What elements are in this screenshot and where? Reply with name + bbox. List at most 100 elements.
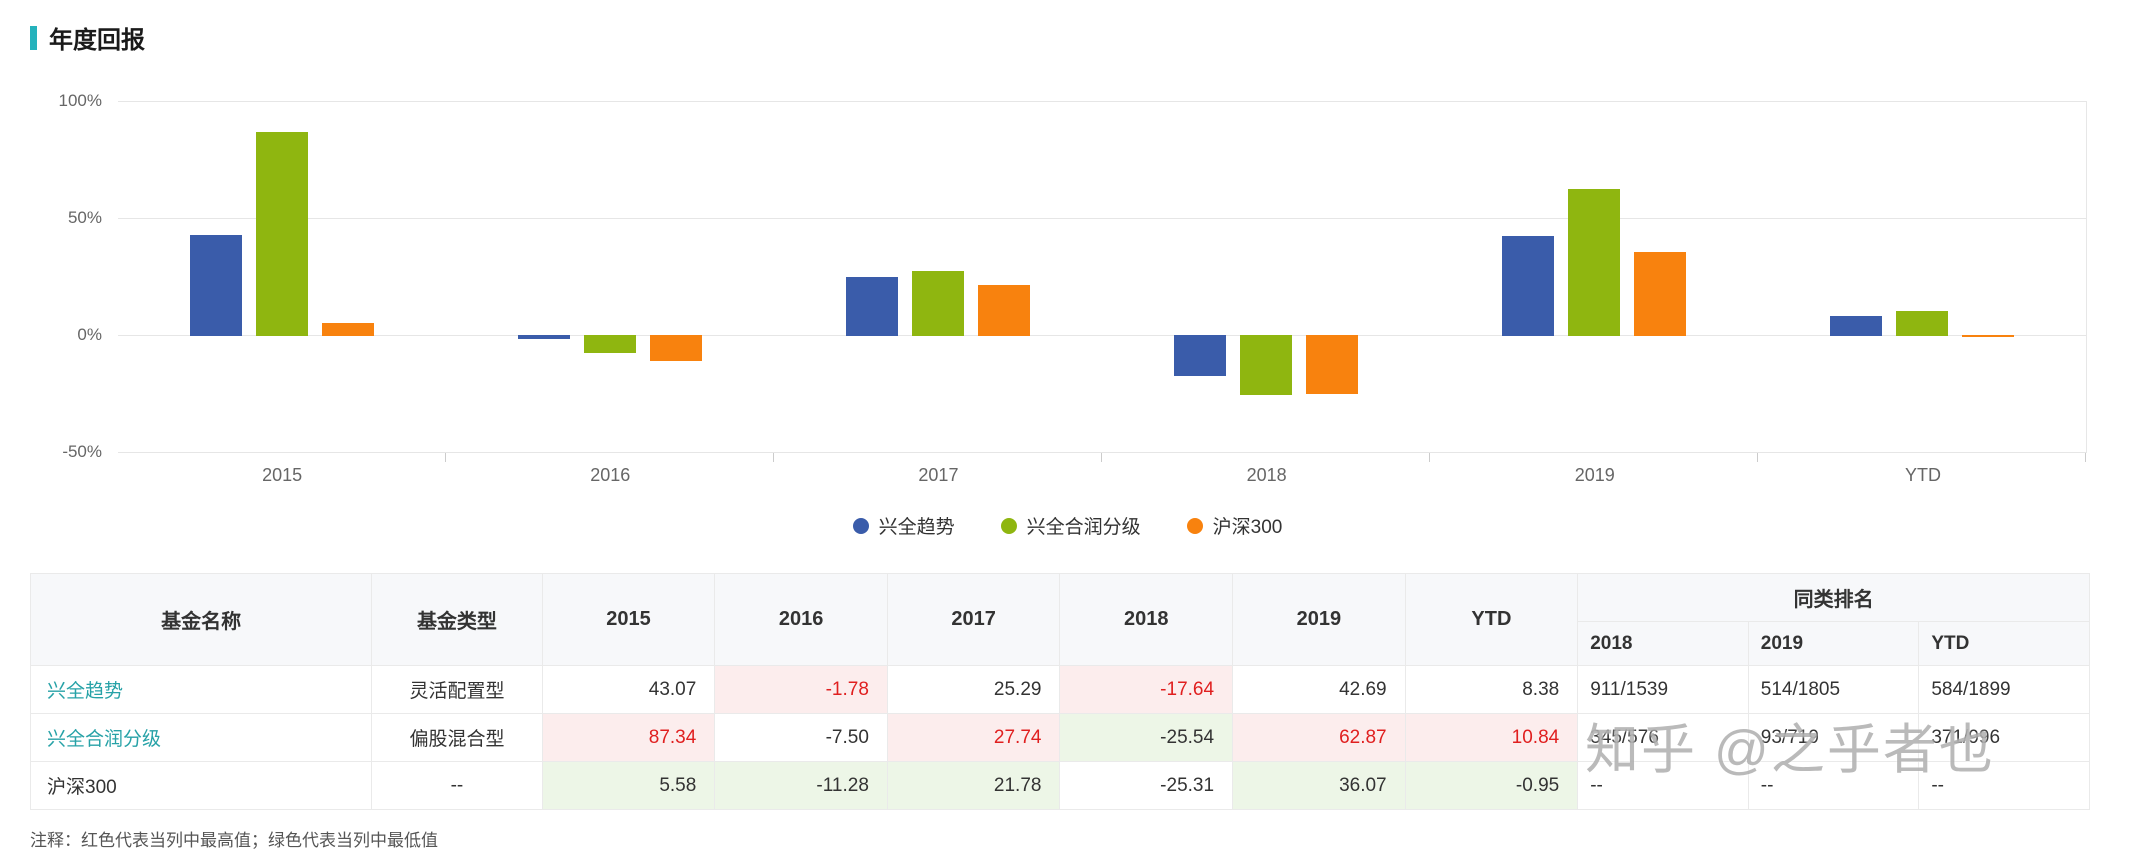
table-row: 兴全趋势 灵活配置型 43.07 -1.78 25.29 -17.64 42.69 8.38 9…	[29, 665, 2090, 714]
col-header-rank-ytd: YTD	[1918, 621, 2090, 666]
x-axis-labels: 2015 2016 2017 2018 2019 YTD	[118, 453, 2087, 486]
return-value: 21.78	[886, 761, 1061, 810]
bar-兴全合润分级-2016	[584, 335, 636, 353]
legend-label: 兴全趋势	[878, 517, 955, 538]
return-value: -7.50	[714, 713, 888, 762]
return-value: -0.95	[1404, 761, 1579, 810]
col-header-ytd: YTD	[1404, 573, 1579, 666]
bar-兴全趋势-YTD	[1830, 316, 1882, 336]
col-header-rank-2018: 2018	[1577, 621, 1749, 666]
fund-name: 沪深300	[29, 761, 373, 810]
peer-rank: 345/576	[1577, 713, 1749, 762]
y-axis-label: -50%	[62, 442, 102, 461]
bar-沪深300-2015	[322, 322, 374, 336]
legend-dot	[1186, 517, 1203, 534]
bars-layer	[118, 101, 2086, 462]
fund-type: 偏股混合型	[371, 713, 543, 762]
peer-rank: 93/719	[1747, 713, 1920, 762]
bar-兴全趋势-2015	[190, 235, 242, 336]
col-header-2017: 2017	[886, 573, 1061, 666]
gridline: 100%	[59, 91, 2086, 110]
table-row: 兴全合润分级 偏股混合型 87.34 -7.50 27.74 -25.54 62.87 10.…	[29, 713, 2090, 762]
x-axis-label: 2018	[1246, 465, 1287, 485]
return-value: -17.64	[1059, 665, 1234, 714]
gridline: 0%	[77, 325, 2086, 344]
section-header: 年度回报	[0, 0, 2135, 55]
annual-return-chart: 100% 50% 0% -50% 2015 2016 2017 2018 2019 YTD…	[0, 91, 2135, 539]
return-value: -25.54	[1059, 713, 1234, 762]
peer-rank: --	[1747, 761, 1920, 810]
return-value: 43.07	[541, 665, 716, 714]
peer-rank: 911/1539	[1577, 665, 1749, 714]
x-axis-label: 2015	[262, 465, 303, 485]
return-value: -11.28	[714, 761, 888, 810]
return-value: -25.31	[1059, 761, 1234, 810]
col-header-2018: 2018	[1059, 573, 1234, 666]
return-value: 42.69	[1232, 665, 1406, 714]
footnote: 注释：红色代表当列中最高值；绿色代表当列中最低值	[30, 831, 438, 849]
return-value: 87.34	[541, 713, 716, 762]
chart-category-group	[118, 101, 446, 462]
return-value: 62.87	[1232, 713, 1406, 762]
fund-type: --	[371, 761, 543, 810]
legend-label: 兴全合润分级	[1026, 517, 1141, 538]
return-value: 25.29	[886, 665, 1061, 714]
return-value: -1.78	[714, 665, 888, 714]
fund-type: 灵活配置型	[371, 665, 543, 714]
return-value: 5.58	[541, 761, 716, 810]
fund-name-link[interactable]: 兴全合润分级	[29, 713, 373, 762]
legend-item-hs300[interactable]: 沪深300	[1186, 512, 1283, 539]
x-axis-label: 2017	[918, 465, 959, 485]
col-header-peer-rank-group: 同类排名	[1577, 573, 2090, 622]
chart-legend: 兴全趋势 兴全合润分级 沪深300	[0, 512, 2135, 539]
col-header-fund-name: 基金名称	[29, 573, 373, 666]
legend-item-xingquan-herun[interactable]: 兴全合润分级	[1000, 512, 1141, 539]
legend-item-xingquan-trend[interactable]: 兴全趋势	[852, 512, 955, 539]
col-header-fund-type: 基金类型	[371, 573, 543, 666]
legend-dot	[1000, 517, 1017, 534]
bar-兴全趋势-2018	[1174, 335, 1226, 377]
col-header-rank-2019: 2019	[1747, 621, 1920, 666]
return-value: 27.74	[886, 713, 1061, 762]
table-subheader-row: 2018 2019 YTD	[31, 621, 2090, 666]
gridline: 50%	[68, 208, 2086, 227]
bar-沪深300-2017	[978, 285, 1030, 336]
peer-rank: 371/996	[1918, 713, 2090, 762]
legend-label: 沪深300	[1212, 517, 1283, 538]
peer-rank: 514/1805	[1747, 665, 1920, 714]
legend-dot	[852, 517, 869, 534]
chart-category-group	[1430, 101, 1758, 462]
y-axis-label: 50%	[67, 208, 102, 227]
x-axis-label: 2016	[590, 465, 631, 485]
y-axis-label: 100%	[58, 91, 102, 110]
bar-兴全合润分级-2019	[1568, 188, 1620, 336]
bar-兴全趋势-2017	[846, 276, 898, 336]
returns-table: 基金名称 基金类型 2015 2016 2017 2018 2019 YTD 同…	[29, 573, 2090, 810]
x-axis-label: YTD	[1904, 465, 1941, 485]
peer-rank: 584/1899	[1918, 665, 2090, 714]
title-accent-bar	[30, 25, 37, 50]
y-axis-label: 0%	[77, 325, 102, 344]
bar-沪深300-2016	[650, 335, 702, 362]
page-title: 年度回报	[49, 27, 145, 54]
col-header-2016: 2016	[714, 573, 888, 666]
fund-name-link[interactable]: 兴全趋势	[29, 665, 373, 714]
col-header-2015: 2015	[541, 573, 716, 666]
bar-沪深300-YTD	[1962, 335, 2014, 338]
chart-plot-area: 100% 50% 0% -50%	[59, 91, 2087, 462]
return-value: 10.84	[1404, 713, 1579, 762]
chart-category-group	[1102, 101, 1430, 462]
peer-rank: --	[1577, 761, 1749, 810]
x-axis-label: 2019	[1574, 465, 1615, 485]
bar-兴全合润分级-2017	[912, 271, 964, 336]
gridline: -50%	[62, 442, 2086, 461]
table-row: 沪深300 -- 5.58 -11.28 21.78 -25.31 36.07 -0.95 --…	[29, 761, 2090, 810]
bar-兴全趋势-2016	[518, 335, 570, 340]
bar-兴全合润分级-2018	[1240, 335, 1292, 395]
bar-兴全合润分级-YTD	[1896, 310, 1948, 336]
bar-兴全趋势-2019	[1502, 236, 1554, 336]
peer-rank: --	[1918, 761, 2090, 810]
bar-沪深300-2019	[1634, 251, 1686, 336]
chart-category-group	[1758, 101, 2086, 462]
